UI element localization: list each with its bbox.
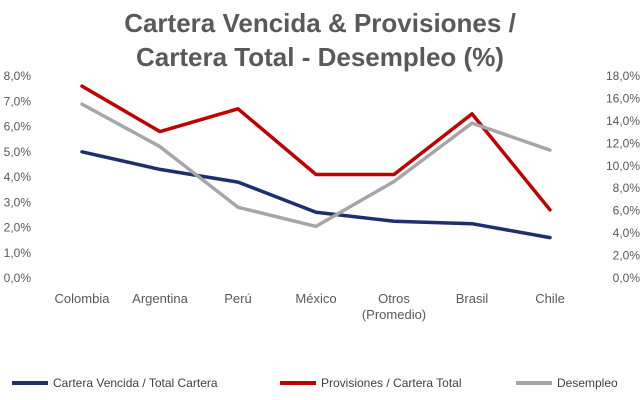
left-axis-tick-label: 3,0%	[4, 195, 32, 209]
left-axis-tick-label: 1,0%	[4, 246, 32, 260]
left-axis-tick-label: 4,0%	[4, 170, 32, 184]
right-axis-tick-label: 10,0%	[606, 159, 640, 173]
legend-label-cartera-vencida: Cartera Vencida / Total Cartera	[53, 376, 218, 390]
right-axis-tick-label: 8,0%	[613, 181, 640, 195]
right-axis-tick-label: 12,0%	[606, 136, 640, 150]
legend-item-cartera-vencida: Cartera Vencida / Total Cartera	[12, 374, 218, 392]
right-axis-tick-label: 18,0%	[606, 69, 640, 83]
right-axis-tick-label: 4,0%	[613, 226, 640, 240]
x-axis-tick-label: (Promedio)	[362, 307, 426, 322]
left-axis-tick-label: 6,0%	[4, 120, 32, 134]
x-axis-ticks: Colombia Argentina Perú México Otros(Promedi…	[55, 291, 565, 322]
legend-label-desempleo: Desempleo	[557, 376, 618, 390]
x-axis-tick-label: México	[295, 291, 336, 306]
right-axis-ticks: 0,0% 2,0% 4,0% 6,0% 8,0% 10,0% 12,0% 14,0% 16,0%…	[606, 69, 640, 285]
x-axis-tick-label: Chile	[535, 291, 565, 306]
left-axis-tick-label: 0,0%	[4, 271, 32, 285]
left-axis-tick-label: 8,0%	[4, 69, 32, 83]
x-axis-tick-label: Brasil	[456, 291, 489, 306]
right-axis-tick-label: 0,0%	[613, 271, 640, 285]
right-axis-tick-label: 14,0%	[606, 114, 640, 128]
legend-item-desempleo: Desempleo	[516, 374, 618, 392]
series-lines	[80, 84, 552, 240]
legend-item-provisiones: Provisiones / Cartera Total	[280, 374, 462, 392]
right-axis-tick-label: 2,0%	[613, 249, 640, 263]
right-axis-tick-label: 6,0%	[613, 204, 640, 218]
legend-swatch-provisiones	[280, 381, 316, 385]
right-axis-tick-label: 16,0%	[606, 91, 640, 105]
chart-legend: Cartera Vencida / Total Cartera Provisio…	[0, 374, 640, 392]
series-line-cartera-vencida-total-cartera	[80, 150, 552, 240]
legend-swatch-cartera-vencida	[12, 381, 48, 385]
legend-swatch-desempleo	[516, 381, 552, 385]
legend-label-provisiones: Provisiones / Cartera Total	[321, 376, 462, 390]
x-axis-tick-label: Argentina	[132, 291, 188, 306]
series-line-provisiones-cartera-total	[80, 84, 552, 212]
left-axis-tick-label: 5,0%	[4, 145, 32, 159]
chart-title-line-1: Cartera Vencida & Provisiones /	[124, 8, 516, 38]
x-axis-tick-label: Otros	[378, 291, 410, 306]
x-axis-tick-label: Perú	[224, 291, 251, 306]
left-axis-tick-label: 7,0%	[4, 94, 32, 108]
chart-title-line-2: Cartera Total - Desempleo (%)	[136, 42, 504, 72]
chart-title: Cartera Vencida & Provisiones / Cartera …	[0, 6, 640, 74]
left-axis-tick-label: 2,0%	[4, 221, 32, 235]
left-axis-ticks: 0,0% 1,0% 2,0% 3,0% 4,0% 5,0% 6,0% 7,0% 8,0%	[4, 69, 32, 285]
x-axis-tick-label: Colombia	[55, 291, 111, 306]
